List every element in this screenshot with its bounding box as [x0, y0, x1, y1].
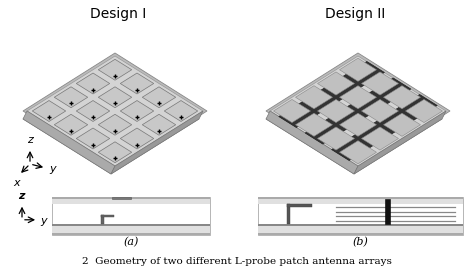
Polygon shape — [305, 78, 411, 144]
Polygon shape — [318, 72, 355, 95]
Bar — [112, 197, 131, 199]
Polygon shape — [339, 141, 376, 164]
Polygon shape — [318, 99, 355, 122]
Bar — [52, 223, 210, 226]
Text: Design II: Design II — [325, 7, 385, 21]
Polygon shape — [55, 87, 88, 108]
Text: y: y — [49, 164, 55, 174]
Text: z: z — [27, 135, 33, 145]
Bar — [258, 199, 463, 204]
Bar — [52, 199, 210, 204]
Bar — [101, 215, 104, 223]
Bar — [101, 215, 114, 217]
Polygon shape — [120, 128, 154, 149]
Polygon shape — [295, 86, 332, 109]
Bar — [52, 233, 210, 235]
Polygon shape — [27, 56, 203, 166]
Polygon shape — [266, 53, 450, 169]
Polygon shape — [120, 73, 154, 94]
Polygon shape — [266, 64, 442, 174]
Text: 2  Geometry of two different L-probe patch antenna arrays: 2 Geometry of two different L-probe patc… — [82, 256, 392, 266]
Bar — [52, 197, 210, 235]
Polygon shape — [76, 73, 109, 94]
Polygon shape — [339, 58, 376, 81]
Polygon shape — [318, 127, 355, 150]
Polygon shape — [32, 100, 66, 121]
Polygon shape — [98, 59, 132, 80]
Polygon shape — [23, 64, 199, 174]
Bar — [384, 199, 390, 223]
Polygon shape — [273, 99, 310, 122]
Polygon shape — [120, 100, 154, 121]
Polygon shape — [339, 113, 376, 136]
Text: y: y — [40, 216, 46, 226]
Polygon shape — [383, 86, 420, 109]
Bar — [287, 204, 312, 207]
Polygon shape — [76, 100, 109, 121]
Bar — [258, 233, 463, 235]
Polygon shape — [332, 95, 437, 160]
Polygon shape — [23, 53, 207, 169]
Polygon shape — [362, 99, 399, 122]
Polygon shape — [270, 56, 446, 166]
Polygon shape — [295, 113, 332, 136]
Bar — [258, 197, 463, 235]
Polygon shape — [23, 111, 115, 174]
Polygon shape — [354, 111, 446, 174]
Bar — [258, 197, 463, 199]
Polygon shape — [98, 142, 132, 163]
Polygon shape — [111, 111, 203, 174]
Polygon shape — [383, 113, 420, 136]
Polygon shape — [279, 61, 384, 128]
Polygon shape — [76, 128, 109, 149]
Text: x: x — [14, 178, 20, 188]
Bar — [258, 223, 463, 226]
Text: (b): (b) — [353, 237, 368, 247]
Polygon shape — [406, 99, 443, 122]
Text: (a): (a) — [123, 237, 139, 247]
Polygon shape — [142, 114, 176, 135]
Polygon shape — [98, 87, 132, 108]
Polygon shape — [339, 86, 376, 109]
Polygon shape — [164, 100, 198, 121]
Polygon shape — [266, 111, 358, 174]
Bar — [287, 204, 290, 223]
Polygon shape — [362, 72, 399, 95]
Text: z: z — [18, 191, 24, 201]
Bar — [258, 226, 463, 233]
Bar — [52, 226, 210, 233]
Polygon shape — [55, 114, 88, 135]
Text: Design I: Design I — [90, 7, 146, 21]
Polygon shape — [362, 127, 399, 150]
Polygon shape — [142, 87, 176, 108]
Bar — [52, 197, 210, 199]
Polygon shape — [98, 114, 132, 135]
